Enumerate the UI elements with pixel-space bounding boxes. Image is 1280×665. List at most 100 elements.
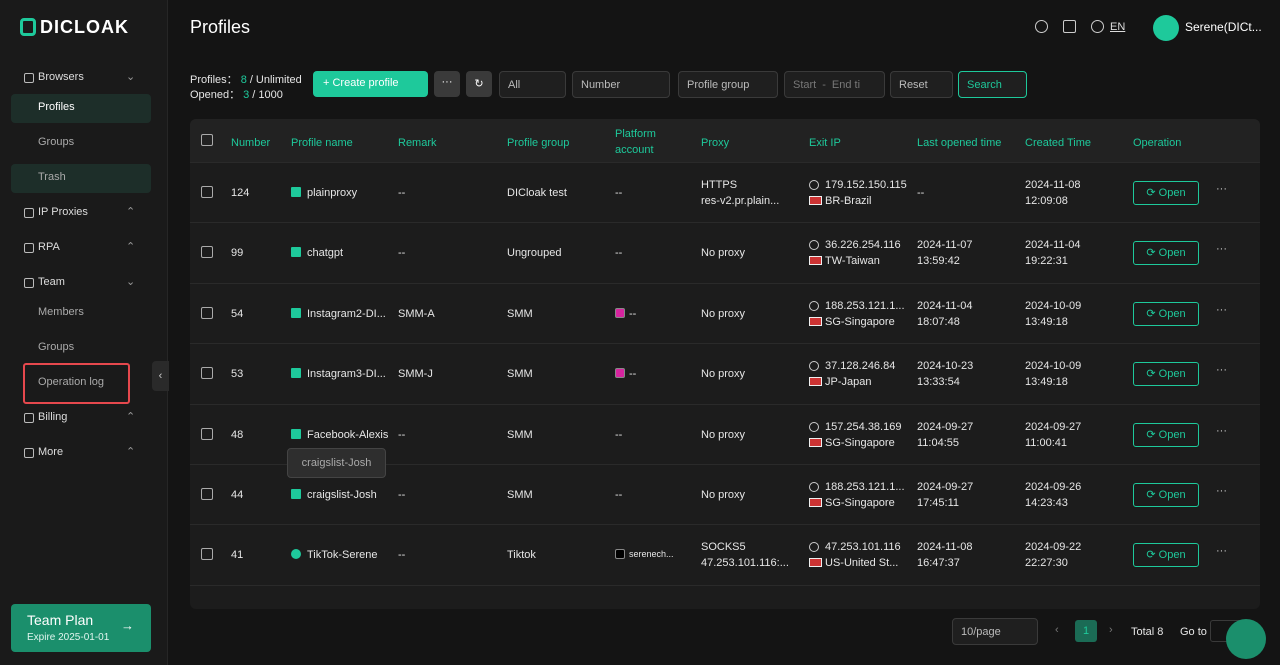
- checkbox[interactable]: [201, 186, 213, 198]
- checkbox[interactable]: [201, 306, 213, 319]
- number: 41: [231, 549, 244, 562]
- profile-group: SMM: [507, 307, 533, 320]
- exit-ip: 157.254.38.169: [825, 420, 902, 433]
- ip-icon: [809, 240, 819, 251]
- nav-subitem[interactable]: Operation log: [38, 376, 105, 388]
- book-icon[interactable]: [1063, 20, 1076, 33]
- proxy: No proxy: [701, 368, 746, 381]
- open-button[interactable]: ⟳ Open: [1133, 301, 1199, 326]
- profile-name: craigslist-Josh: [307, 489, 377, 501]
- filter-select[interactable]: All: [499, 71, 566, 98]
- row-menu[interactable]: ···: [1216, 364, 1227, 377]
- open-button[interactable]: ⟳ Open: [1133, 422, 1199, 447]
- profile-name: plainproxy: [307, 187, 358, 199]
- remark: --: [398, 489, 406, 501]
- page-size-select[interactable]: 10/page: [952, 618, 1038, 645]
- label: + Create profile: [323, 77, 399, 89]
- row-menu[interactable]: ···: [1216, 424, 1227, 437]
- nav-icon: [24, 413, 34, 423]
- reset-button[interactable]: Reset: [890, 71, 953, 98]
- language[interactable]: EN: [1110, 21, 1126, 33]
- last-opened: 11:04:55: [917, 436, 960, 449]
- number: 124: [231, 187, 250, 199]
- nav-icon: [24, 208, 34, 218]
- user-name[interactable]: Serene(DICt...: [1185, 20, 1262, 34]
- nav-item[interactable]: IP Proxies: [38, 206, 88, 218]
- nav-subitem[interactable]: Members: [38, 306, 84, 318]
- platform-account: --: [615, 428, 623, 441]
- next-page[interactable]: ›: [1109, 624, 1113, 636]
- row-menu[interactable]: ···: [1216, 545, 1227, 558]
- nav-subitem[interactable]: Groups: [38, 136, 75, 148]
- created-time: 2024-09-27: [1025, 420, 1082, 433]
- ip-icon: [809, 542, 819, 553]
- checkbox[interactable]: [201, 488, 213, 500]
- date-range[interactable]: Start - End ti: [784, 71, 885, 98]
- nav-icon: [24, 73, 34, 83]
- plan-card[interactable]: Team Plan Expire 2025-01-01 →: [11, 604, 151, 652]
- profiles-summary: Profiles： 8/ Unlimited: [190, 71, 302, 87]
- nav-item[interactable]: Team: [38, 276, 65, 288]
- country: SG-Singapore: [825, 497, 895, 509]
- sidebar: DICLOAK Browsers ⌄ Profiles Groups Trash IP Pr…: [0, 0, 169, 665]
- remark: SMM-A: [398, 307, 435, 320]
- prev-page[interactable]: ‹: [1055, 624, 1059, 636]
- open-button[interactable]: ⟳ Open: [1133, 483, 1199, 507]
- open-button[interactable]: ⟳ Open: [1133, 543, 1199, 568]
- checkbox[interactable]: [201, 548, 213, 561]
- nav-item[interactable]: Browsers: [38, 71, 84, 83]
- text: Profile group: [687, 78, 750, 91]
- column-header: Operation: [1133, 137, 1182, 149]
- logo-icon: [20, 18, 36, 36]
- number: 53: [231, 368, 244, 381]
- current-page[interactable]: 1: [1075, 620, 1097, 642]
- checkbox[interactable]: [201, 134, 213, 146]
- nav-subitem[interactable]: Groups: [38, 341, 75, 353]
- upload-icon[interactable]: [1035, 20, 1048, 33]
- exit-ip: 179.152.150.115: [825, 179, 907, 191]
- open-button[interactable]: ⟳ Open: [1133, 241, 1199, 266]
- nav-item[interactable]: RPA: [38, 241, 60, 253]
- remark: SMM-J: [398, 368, 433, 381]
- globe-icon[interactable]: [1091, 20, 1104, 33]
- nav-active-bg: [11, 94, 151, 123]
- row-menu[interactable]: ···: [1216, 183, 1227, 195]
- nav-subitem[interactable]: Trash: [38, 171, 66, 183]
- group-select[interactable]: Profile group: [678, 71, 778, 98]
- limit: / Unlimited: [249, 74, 302, 86]
- open-button[interactable]: ⟳ Open: [1133, 181, 1199, 205]
- created-time: 11:00:41: [1025, 436, 1068, 449]
- remark: --: [398, 428, 406, 441]
- row-menu[interactable]: ···: [1216, 243, 1227, 256]
- create-profile-button[interactable]: + Create profile: [313, 71, 428, 97]
- exit-ip: 47.253.101.116: [825, 541, 901, 554]
- search-button[interactable]: Search: [958, 71, 1027, 98]
- number-search[interactable]: Number: [572, 71, 670, 98]
- refresh-button[interactable]: ↻: [466, 71, 492, 97]
- nav-chevron: ⌄: [126, 71, 136, 83]
- text: 10/page: [961, 625, 1001, 638]
- nav-item[interactable]: More: [38, 446, 64, 458]
- windows-icon: [291, 428, 301, 439]
- checkbox[interactable]: [201, 367, 213, 380]
- sep: -: [822, 78, 826, 91]
- open-button[interactable]: ⟳ Open: [1133, 362, 1199, 387]
- more-button[interactable]: ···: [434, 71, 460, 97]
- country: JP-Japan: [825, 376, 872, 389]
- country: BR-Brazil: [825, 195, 872, 207]
- opened-summary: Opened： 3/ 1000: [190, 86, 283, 102]
- platform-account: serenech...: [629, 549, 674, 560]
- nav-item[interactable]: Billing: [38, 411, 68, 423]
- last-opened: 13:59:42: [917, 255, 960, 268]
- nav-subitem[interactable]: Profiles: [38, 101, 75, 113]
- row-menu[interactable]: ···: [1216, 303, 1227, 316]
- collapse-button[interactable]: ‹: [152, 361, 169, 391]
- chat-button[interactable]: [1226, 619, 1266, 659]
- checkbox[interactable]: [201, 427, 213, 440]
- total: Total 8: [1131, 626, 1164, 638]
- checkbox[interactable]: [201, 246, 213, 259]
- plan-title: Team Plan: [27, 612, 94, 628]
- main: Profiles EN Serene(DICt... Profiles： 8/ Unli…: [168, 0, 1280, 665]
- row-menu[interactable]: ···: [1216, 485, 1227, 497]
